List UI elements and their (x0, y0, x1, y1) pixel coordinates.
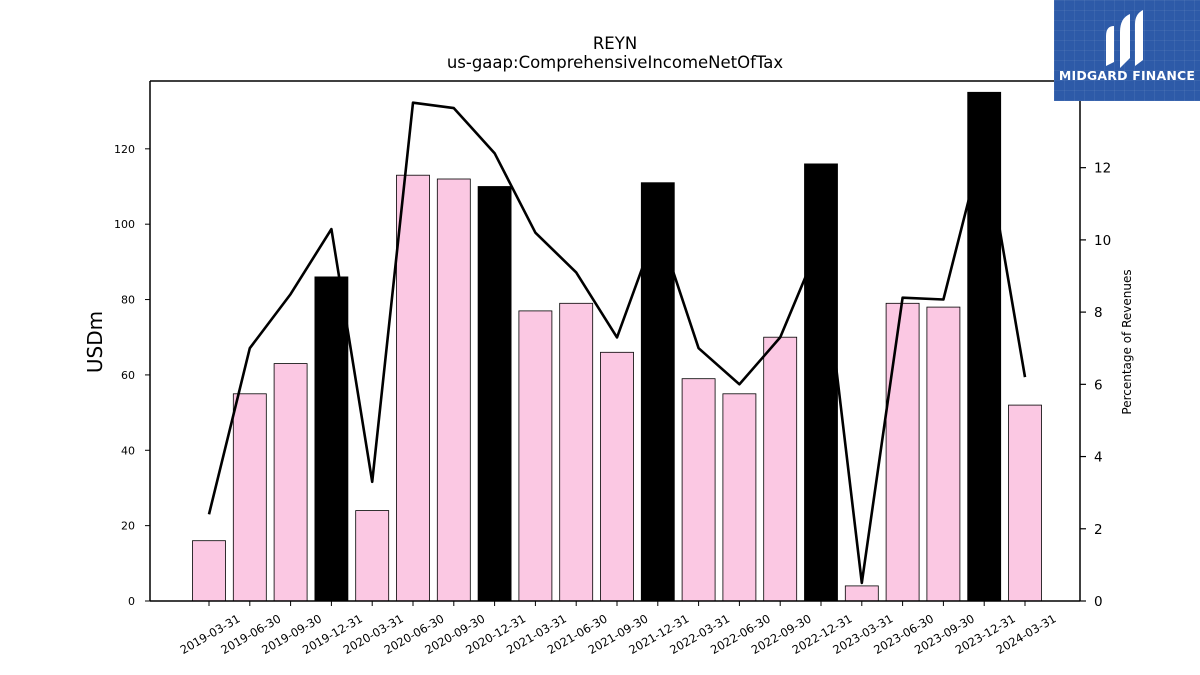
y2-tick-label: 0 (1094, 594, 1103, 610)
bar-2020-03-31 (355, 510, 390, 602)
bar-2022-12-31 (804, 163, 838, 602)
midgard-finance-logo: MIDGARD FINANCE (1054, 0, 1200, 101)
chart-subtitle: us-gaap:ComprehensiveIncomeNetOfTax (447, 53, 784, 72)
bar-2020-09-30 (436, 178, 471, 602)
y-tick-label: 120 (114, 143, 135, 156)
y2-tick-label: 8 (1094, 305, 1103, 321)
bar-2024-03-31 (1008, 404, 1042, 602)
bar-2022-03-31 (681, 378, 716, 602)
bar-2019-03-31 (192, 540, 226, 602)
y2-tick-label: 6 (1094, 377, 1103, 393)
bar-2023-06-30 (885, 302, 920, 602)
y2-tick-label: 2 (1094, 522, 1103, 538)
y-tick-label: 60 (121, 369, 135, 382)
y-axis-label: USDm (83, 311, 107, 373)
y-tick-label: 0 (128, 595, 135, 608)
y2-axis-label: Percentage of Revenues (1120, 269, 1134, 414)
bar-2019-12-31 (314, 276, 349, 602)
bar-2022-09-30 (763, 336, 798, 602)
y-tick-label: 40 (121, 444, 135, 457)
bar-2020-06-30 (396, 174, 430, 602)
midgard-logo-icon (1106, 10, 1143, 68)
chart-title: REYN (593, 34, 637, 53)
bar-2020-12-31 (477, 186, 512, 602)
bar-2022-06-30 (722, 393, 757, 602)
bar-2021-09-30 (600, 351, 634, 602)
line-layer (207, 101, 1027, 585)
y2-tick-label: 4 (1094, 450, 1103, 466)
bar-2023-12-31 (967, 91, 1002, 602)
bar-2021-03-31 (518, 310, 553, 602)
percentage-line (207, 101, 1027, 585)
bar-2021-12-31 (640, 182, 675, 602)
bars-layer (192, 91, 1042, 602)
logo-text: MIDGARD FINANCE (1058, 68, 1196, 83)
bar-2023-03-31 (844, 585, 879, 602)
bar-2019-09-30 (273, 363, 308, 602)
bar-2019-06-30 (232, 393, 267, 602)
y2-tick-label: 12 (1094, 161, 1111, 177)
y-tick-label: 20 (121, 520, 135, 533)
y-tick-label: 100 (114, 218, 135, 231)
bar-2023-09-30 (926, 306, 961, 602)
y2-tick-label: 10 (1094, 233, 1111, 249)
bar-2021-06-30 (559, 302, 594, 602)
y-tick-label: 80 (121, 294, 135, 307)
